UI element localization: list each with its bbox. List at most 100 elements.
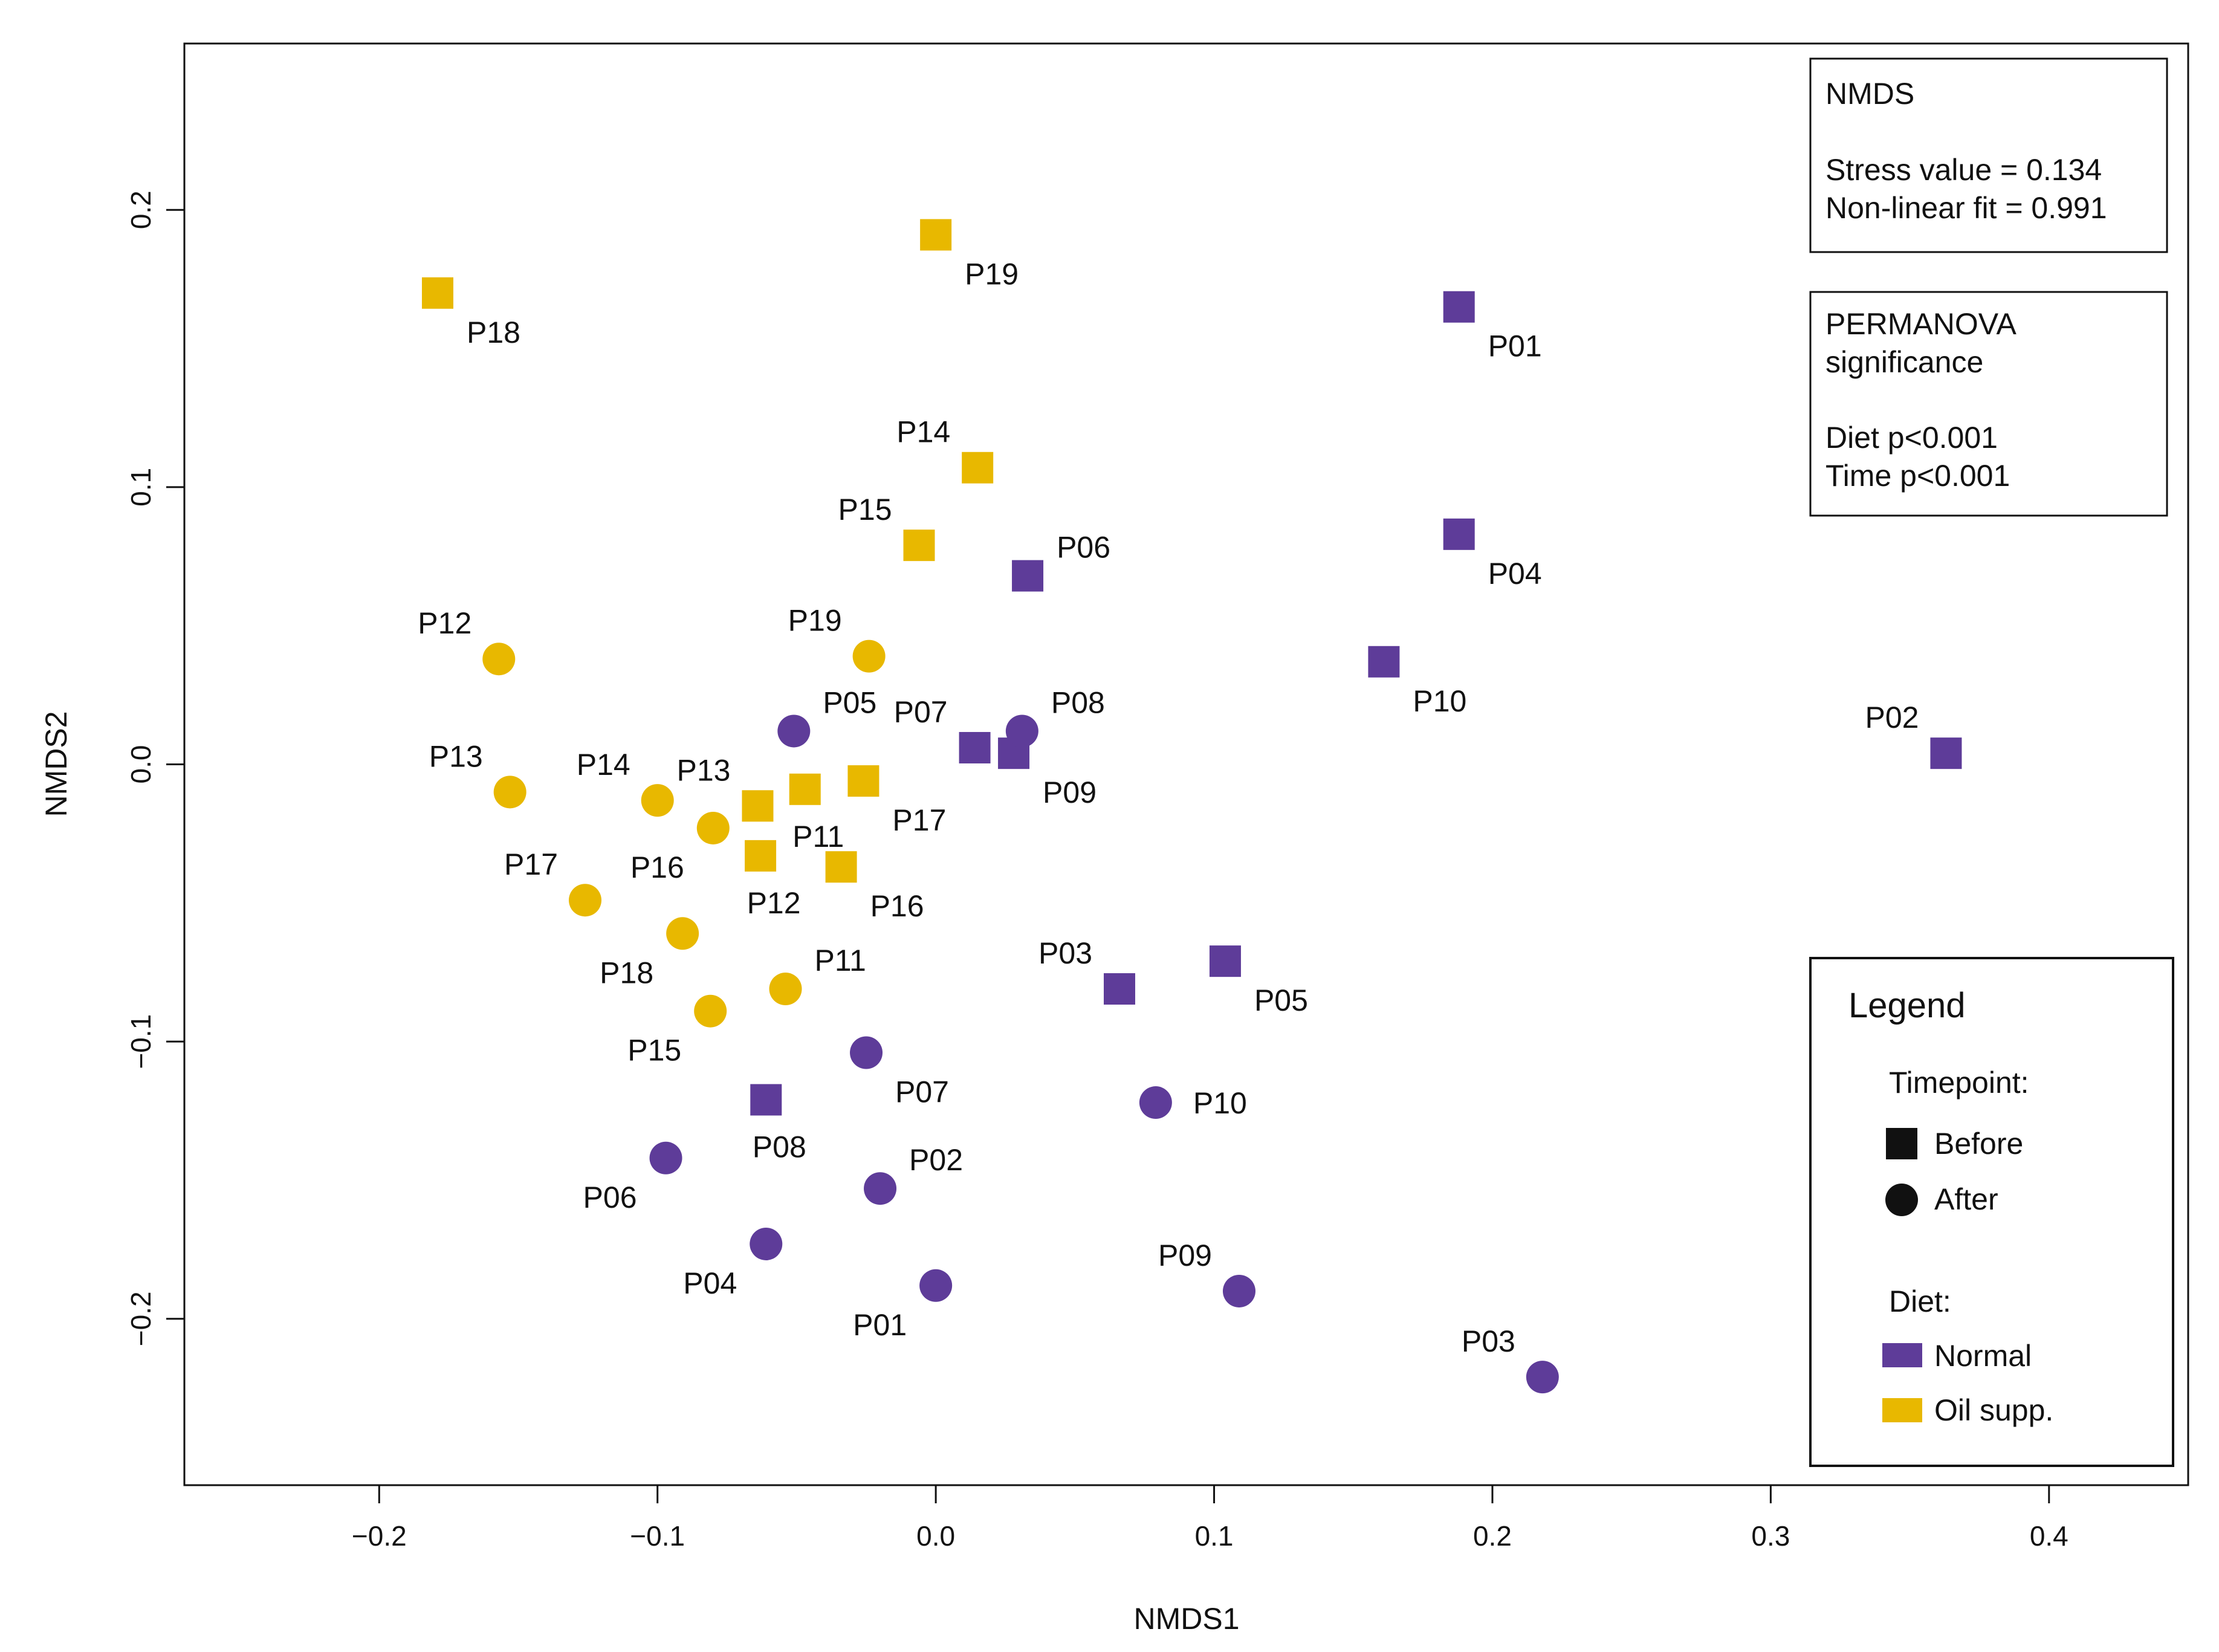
square-marker-p14-oil — [962, 452, 994, 484]
square-marker-p13-oil — [742, 790, 774, 822]
nmds-info-frame — [1809, 57, 2168, 253]
point-label-p16: P16 — [870, 889, 924, 923]
point-label-p15: P15 — [627, 1034, 681, 1067]
circle-marker-p07-normal — [850, 1036, 883, 1069]
legend-title: Legend — [1848, 986, 1966, 1025]
stress-value-text: Stress value = 0.134 — [1825, 153, 2102, 187]
circle-marker-p09-normal — [1222, 1274, 1255, 1307]
point-label-p11: P11 — [792, 820, 844, 854]
point-label-p15: P15 — [838, 493, 892, 526]
legend-after-label: After — [1934, 1182, 1998, 1216]
point-label-p09: P09 — [1158, 1239, 1212, 1272]
point-label-p08: P08 — [1051, 685, 1105, 719]
time-pvalue-text: Time p<0.001 — [1825, 459, 2010, 493]
y-tick-label: 0.0 — [125, 745, 157, 784]
nmds-box-title: NMDS — [1825, 77, 1914, 111]
x-axis: −0.2 −0.1 0.0 0.1 0.2 0.3 0.4 — [352, 1484, 2068, 1552]
legend-normal-label: Normal — [1934, 1339, 2032, 1373]
x-tick-label: 0.3 — [1751, 1520, 1790, 1552]
x-tick-label: 0.2 — [1473, 1520, 1512, 1552]
circle-marker-p19-oil — [852, 640, 886, 673]
y-tick-label: 0.1 — [125, 468, 157, 507]
x-tick-label: 0.4 — [2030, 1520, 2068, 1552]
square-marker-p17-oil — [847, 765, 880, 797]
point-label-p12: P12 — [747, 886, 801, 920]
point-label-p18: P18 — [600, 956, 653, 990]
point-label-p17: P17 — [504, 847, 558, 881]
legend-oil-label: Oil supp. — [1934, 1393, 2053, 1427]
point-label-p04: P04 — [1488, 557, 1542, 591]
circle-marker-p18-oil — [666, 917, 699, 950]
point-label-p03: P03 — [1038, 936, 1092, 970]
point-label-p09: P09 — [1043, 776, 1097, 809]
point-label-p19: P19 — [788, 604, 842, 638]
x-tick-label: −0.2 — [352, 1520, 407, 1552]
square-marker-p10-normal — [1368, 646, 1400, 678]
circle-marker-p05-normal — [777, 714, 811, 748]
point-label-p14: P14 — [896, 415, 950, 449]
x-tick-label: −0.1 — [630, 1520, 685, 1552]
circle-marker-p16-oil — [696, 811, 730, 844]
circle-marker-p08-normal — [1005, 714, 1038, 748]
point-label-p07: P07 — [895, 1075, 949, 1109]
circle-marker-p04-normal — [750, 1227, 783, 1260]
legend-frame — [1809, 957, 2174, 1467]
square-marker-p05-normal — [1209, 945, 1241, 977]
square-marker-p08-normal — [750, 1084, 782, 1116]
point-label-p10: P10 — [1193, 1086, 1247, 1120]
point-label-p06: P06 — [583, 1181, 637, 1214]
point-label-p02: P02 — [909, 1143, 963, 1177]
square-marker-p03-normal — [1104, 973, 1135, 1005]
points-layer — [421, 219, 1962, 1394]
point-label-p11: P11 — [815, 944, 866, 977]
point-label-p05: P05 — [823, 685, 876, 719]
point-label-p08: P08 — [753, 1130, 806, 1164]
circle-marker-p14-oil — [641, 784, 674, 817]
square-marker-p02-normal — [1930, 737, 1962, 769]
labels-layer: P01 P02 P03 P04 P05 P06 P07 P08 P09 P10 P11 P12 P13 P… — [418, 257, 1919, 1358]
y-axis-title: NMDS2 — [39, 711, 73, 817]
point-label-p07: P07 — [894, 695, 948, 729]
permanova-subtitle: significance — [1825, 345, 1983, 379]
square-marker-p19-oil — [920, 219, 952, 251]
circle-marker-p02-normal — [864, 1172, 897, 1205]
square-marker-p04-normal — [1443, 518, 1475, 550]
point-label-p01: P01 — [1488, 329, 1542, 363]
legend-timepoint-heading: Timepoint: — [1889, 1066, 2029, 1100]
legend-normal-swatch-icon — [1882, 1343, 1922, 1367]
y-tick-label: 0.2 — [125, 190, 157, 229]
point-label-p14: P14 — [577, 748, 630, 782]
circle-marker-p13-oil — [493, 776, 526, 809]
point-label-p02: P02 — [1865, 701, 1919, 734]
square-marker-p06-normal — [1012, 560, 1044, 592]
legend-before-square-icon — [1886, 1128, 1917, 1159]
circle-marker-p12-oil — [482, 643, 516, 676]
nonlinear-fit-text: Non-linear fit = 0.991 — [1825, 191, 2107, 225]
x-tick-label: 0.0 — [916, 1520, 955, 1552]
x-axis-title: NMDS1 — [1133, 1602, 1239, 1636]
circle-marker-p03-normal — [1526, 1361, 1559, 1394]
square-marker-p18-oil — [421, 277, 453, 309]
square-marker-p01-normal — [1443, 291, 1475, 323]
point-label-p18: P18 — [467, 316, 520, 349]
point-label-p16: P16 — [630, 850, 684, 884]
point-label-p04: P04 — [683, 1266, 737, 1300]
x-tick-label: 0.1 — [1195, 1520, 1234, 1552]
circle-marker-p10-normal — [1139, 1086, 1172, 1119]
legend-before-label: Before — [1934, 1127, 2023, 1161]
legend: Legend Timepoint: Before After Diet: Nor… — [1809, 957, 2174, 1467]
point-label-p12: P12 — [418, 606, 471, 640]
permanova-frame — [1809, 291, 2168, 517]
point-label-p13: P13 — [676, 753, 730, 787]
circle-marker-p17-oil — [569, 884, 601, 917]
point-label-p05: P05 — [1254, 983, 1308, 1017]
permanova-title: PERMANOVA — [1825, 307, 2017, 341]
square-marker-p12-oil — [745, 840, 777, 872]
circle-marker-p15-oil — [694, 994, 727, 1028]
point-label-p13: P13 — [429, 739, 483, 773]
circle-marker-p01-normal — [919, 1269, 953, 1302]
point-label-p01: P01 — [853, 1308, 907, 1342]
point-label-p03: P03 — [1462, 1324, 1515, 1358]
point-label-p06: P06 — [1057, 531, 1110, 565]
